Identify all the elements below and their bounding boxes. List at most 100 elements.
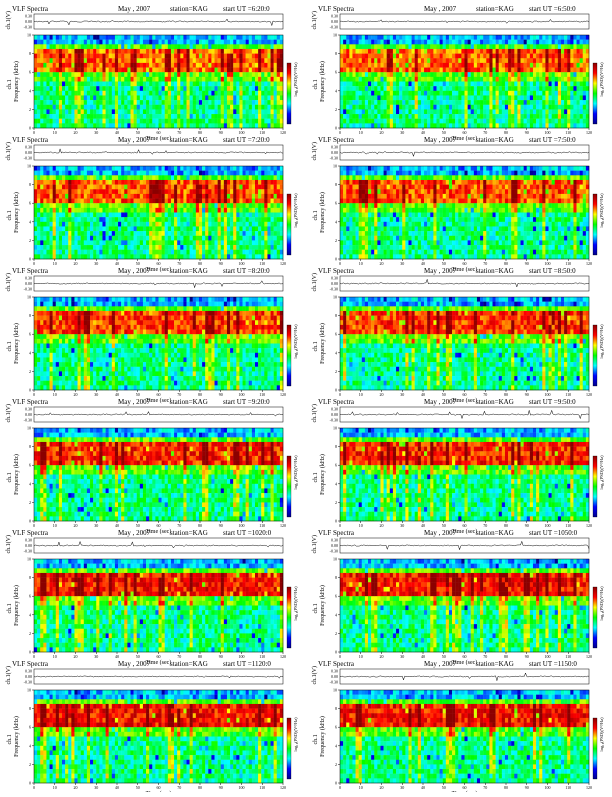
freq-tick-label: 0 xyxy=(335,519,337,524)
freq-axis-label: Frequency (kHz) xyxy=(319,61,326,102)
freq-tick-label: 10 xyxy=(333,688,337,693)
time-tick-label: 110 xyxy=(565,261,571,266)
time-tick-label: 20 xyxy=(380,130,384,135)
time-tick-label: 60 xyxy=(463,654,467,659)
time-tick-label: 0 xyxy=(33,392,35,397)
time-tick-label: 40 xyxy=(421,654,425,659)
colorbar-label: log₁₀(PSD)(V²/Hz) xyxy=(293,193,298,228)
time-tick-label: 90 xyxy=(219,523,223,528)
time-tick-label: 110 xyxy=(259,785,265,790)
panel-title: VLF Spectra xyxy=(318,136,355,144)
panel-station: station=KAG xyxy=(476,660,514,668)
freq-tick-label: 8 xyxy=(29,182,31,187)
time-tick-label: 30 xyxy=(94,523,98,528)
time-tick-label: 70 xyxy=(177,785,181,790)
colorbar xyxy=(593,718,597,779)
panel-title: VLF Spectra xyxy=(318,529,355,537)
colorbar xyxy=(287,194,291,255)
freq-tick-label: 10 xyxy=(27,688,31,693)
colorbar xyxy=(593,325,597,386)
time-tick-label: 100 xyxy=(545,654,551,659)
waveform-axis-label: ch.1(V) xyxy=(5,666,12,685)
colorbar-label: log₁₀(PSD)(V²/Hz) xyxy=(293,586,298,621)
waveform-tick-label: -0.30 xyxy=(24,680,32,685)
waveform-tick-label: -0.30 xyxy=(330,156,338,161)
time-tick-label: 40 xyxy=(115,785,119,790)
freq-axis-label: Frequency (kHz) xyxy=(13,585,20,626)
time-tick-label: 70 xyxy=(177,392,181,397)
freq-axis-label-channel: ch.1 xyxy=(313,734,319,744)
time-tick-label: 0 xyxy=(33,785,35,790)
freq-axis-label-channel: ch.1 xyxy=(7,603,13,613)
colorbar xyxy=(287,587,291,648)
spectrogram-cells xyxy=(340,35,589,128)
panel-date: May , 2007 xyxy=(118,660,151,668)
freq-tick-label: 2 xyxy=(335,631,337,636)
panel-station: station=KAG xyxy=(170,398,208,406)
waveform-tick-label: 0.00 xyxy=(331,674,338,679)
panel-start-time: start UT =7:20:0 xyxy=(223,136,270,144)
panel-title: VLF Spectra xyxy=(12,398,49,406)
freq-tick-label: 6 xyxy=(29,70,31,75)
time-tick-label: 40 xyxy=(421,130,425,135)
spectrogram-cells xyxy=(34,35,283,128)
freq-tick-label: 0 xyxy=(335,781,337,786)
freq-tick-label: 8 xyxy=(335,51,337,56)
time-tick-label: 20 xyxy=(74,785,78,790)
freq-axis-label: Frequency (kHz) xyxy=(319,192,326,233)
colorbar-label: log₁₀(PSD)(V²/Hz) xyxy=(293,455,298,490)
waveform-line xyxy=(340,673,589,681)
freq-tick-label: 8 xyxy=(29,706,31,711)
panel-title: VLF Spectra xyxy=(12,5,49,13)
time-tick-label: 10 xyxy=(359,654,363,659)
time-tick-label: 80 xyxy=(504,785,508,790)
freq-axis-label-channel: ch.1 xyxy=(313,341,319,351)
waveform-tick-label: -0.30 xyxy=(24,156,32,161)
freq-tick-label: 10 xyxy=(333,557,337,562)
panel-date: May , 2007 xyxy=(118,529,151,537)
freq-axis-label: Frequency (kHz) xyxy=(13,716,20,757)
time-tick-label: 20 xyxy=(380,785,384,790)
panel-date: May , 2007 xyxy=(424,267,457,275)
panel-station: station=KAG xyxy=(476,5,514,13)
time-tick-label: 80 xyxy=(504,523,508,528)
time-tick-label: 10 xyxy=(53,785,57,790)
waveform-tick-label: 0.00 xyxy=(25,19,32,24)
freq-tick-label: 10 xyxy=(27,33,31,38)
time-tick-label: 40 xyxy=(115,130,119,135)
time-tick-label: 90 xyxy=(525,523,529,528)
time-tick-label: 100 xyxy=(545,130,551,135)
panel-start-time: start UT =6:20:0 xyxy=(223,5,270,13)
waveform-tick-label: 0.00 xyxy=(331,19,338,24)
waveform-tick-label: -0.30 xyxy=(330,25,338,30)
freq-tick-label: 4 xyxy=(29,612,31,617)
time-tick-label: 30 xyxy=(400,785,404,790)
waveform-axis-label: ch.1(V) xyxy=(311,142,318,161)
freq-axis-label: Frequency (kHz) xyxy=(319,454,326,495)
time-tick-label: 120 xyxy=(586,523,592,528)
freq-axis-label: Frequency (kHz) xyxy=(13,61,20,102)
waveform-axis-label: ch.1(V) xyxy=(311,11,318,30)
freq-axis-label: Frequency (kHz) xyxy=(319,323,326,364)
time-tick-label: 60 xyxy=(157,785,161,790)
panel-date: May , 2007 xyxy=(424,5,457,13)
time-tick-label: 120 xyxy=(586,785,592,790)
freq-tick-label: 6 xyxy=(335,70,337,75)
panel-start-time: start UT =1150:0 xyxy=(529,660,577,668)
time-tick-label: 30 xyxy=(400,523,404,528)
spectrogram-cells xyxy=(340,297,589,390)
spectrogram-cells xyxy=(340,166,589,259)
waveform-frame xyxy=(340,407,589,422)
time-tick-label: 40 xyxy=(115,654,119,659)
freq-tick-label: 6 xyxy=(335,594,337,599)
time-tick-label: 100 xyxy=(239,785,245,790)
panel-title: VLF Spectra xyxy=(12,660,49,668)
panel-station: station=KAG xyxy=(476,136,514,144)
time-tick-label: 0 xyxy=(339,785,341,790)
